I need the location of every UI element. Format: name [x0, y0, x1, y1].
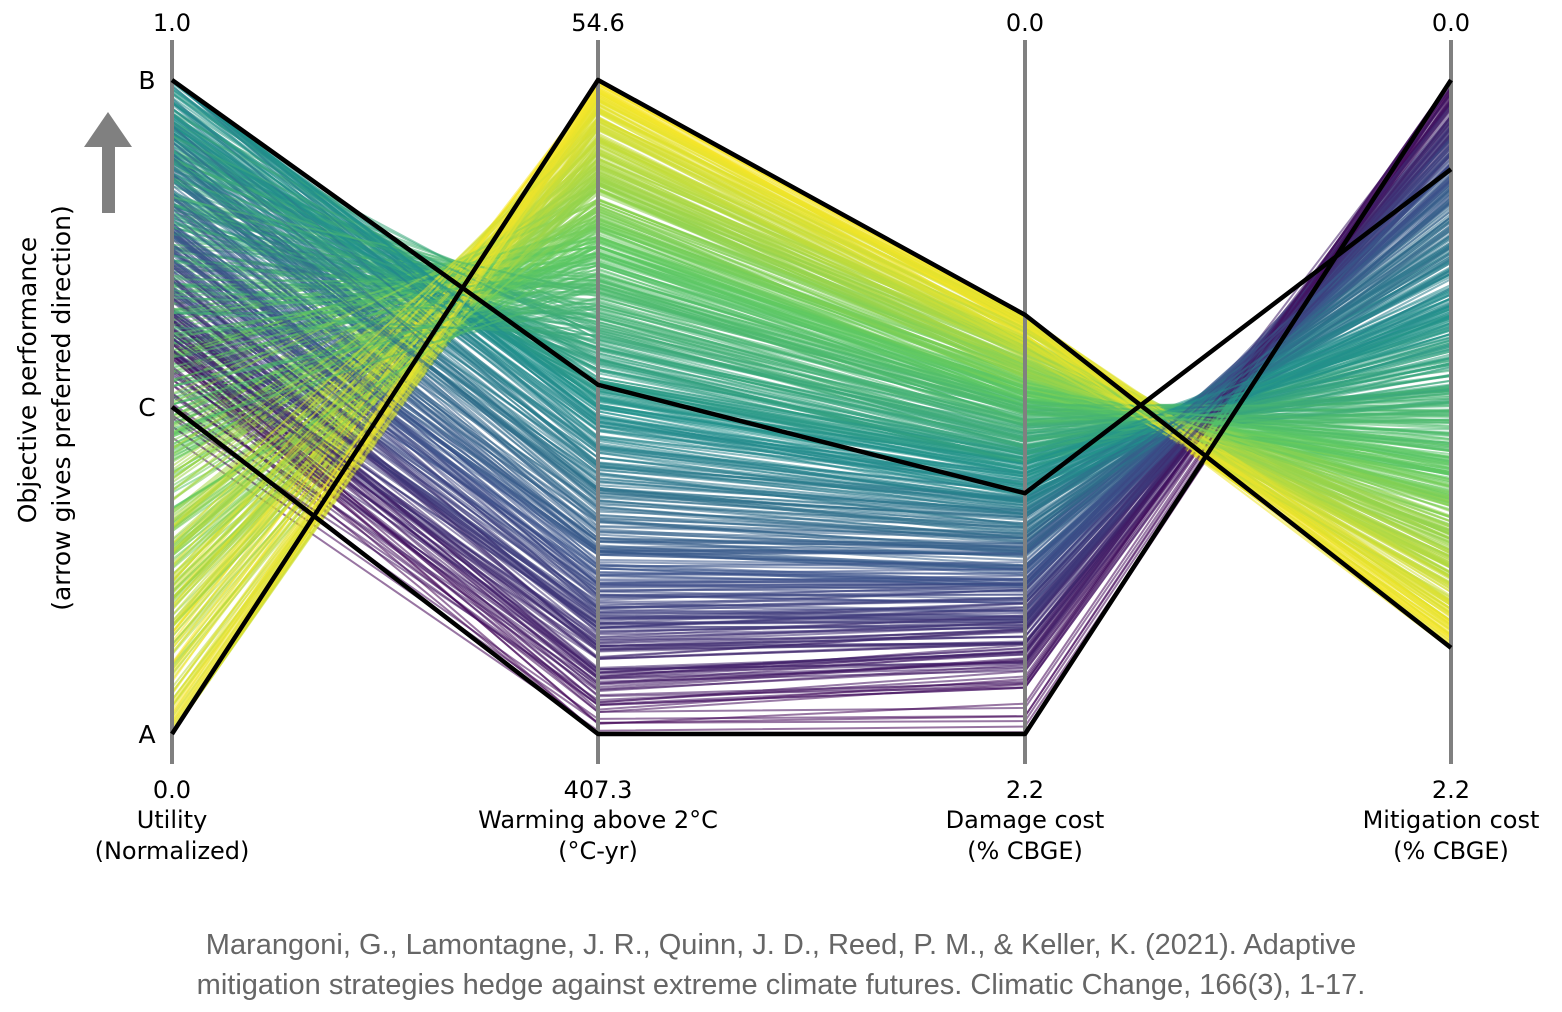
axis-bottom-tick-label: 2.2 — [1006, 776, 1044, 804]
highlighted-solutions — [170, 77, 1453, 737]
arrow-icon — [84, 112, 132, 213]
ensemble-line — [171, 138, 1452, 599]
ensemble-line — [171, 79, 1452, 480]
ensemble-line — [171, 188, 1452, 523]
ensemble-line — [171, 79, 1452, 497]
axis-title: (Normalized) — [95, 837, 250, 865]
citation-line-2: mitigation strategies hedge against extr… — [196, 969, 1366, 1001]
ensemble-line — [171, 272, 1452, 451]
axis-top-tick-label: 0.0 — [1006, 9, 1044, 37]
ensemble-line — [171, 183, 1452, 550]
ensemble-line — [171, 172, 1452, 453]
solution-label-C: C — [138, 393, 155, 422]
ensemble-line — [171, 162, 1452, 613]
axes — [170, 40, 1453, 764]
axis-title: Warming above 2°C — [478, 806, 718, 834]
axis-title: (% CBGE) — [967, 837, 1083, 865]
axis-bottom-tick-label: 2.2 — [1432, 776, 1470, 804]
ensemble-line — [171, 174, 1452, 555]
solution-label-B: B — [138, 66, 155, 95]
ensemble-line — [171, 182, 1452, 602]
y-axis-label-line2: (arrow gives preferred direction) — [47, 205, 76, 611]
ensemble-line — [171, 170, 1452, 552]
ensemble-line — [171, 245, 1452, 460]
ensemble-line — [171, 141, 1452, 626]
axis-title: Damage cost — [946, 806, 1105, 834]
axis-title: Utility — [137, 806, 208, 834]
ensemble-line — [171, 126, 1452, 587]
axis-title: (% CBGE) — [1393, 837, 1509, 865]
ensemble-line — [171, 115, 1452, 735]
ensemble-line — [171, 103, 1452, 735]
axis-top-tick-label: 0.0 — [1432, 9, 1470, 37]
ensemble-line — [171, 124, 1452, 533]
ensemble-line — [171, 296, 1452, 424]
citation-line-1: Marangoni, G., Lamontagne, J. R., Quinn,… — [205, 929, 1357, 961]
ensemble-line — [171, 254, 1452, 476]
highlighted-line-C — [170, 78, 1453, 737]
ensemble-line — [171, 191, 1452, 453]
ensemble-line — [171, 189, 1452, 533]
axis-title: (°C-yr) — [558, 837, 638, 865]
citation: Marangoni, G., Lamontagne, J. R., Quinn,… — [0, 925, 1562, 1005]
ensemble-line — [171, 287, 1452, 436]
axis-bottom-tick-label: 0.0 — [153, 776, 191, 804]
ensemble-lines — [171, 79, 1452, 736]
ensemble-line — [171, 138, 1452, 611]
axis-top-tick-label: 54.6 — [571, 9, 624, 37]
axis-top-tick-label: 1.0 — [153, 9, 191, 37]
ensemble-line — [171, 204, 1452, 570]
y-axis-label-line1: Objective performance — [13, 237, 42, 524]
highlighted-line-B — [170, 78, 1453, 496]
axis-bottom-tick-label: 407.3 — [564, 776, 633, 804]
ensemble-line — [171, 275, 1452, 435]
ensemble-line — [171, 164, 1452, 525]
axis-labels: 1.00.0Utility(Normalized)54.6407.3Warmin… — [95, 9, 1540, 865]
ensemble-line — [171, 167, 1452, 577]
ensemble-line — [171, 222, 1452, 494]
axis-title: Mitigation cost — [1363, 806, 1540, 834]
ensemble-line — [171, 291, 1452, 435]
highlighted-line-A — [170, 77, 1453, 736]
solution-label-A: A — [138, 720, 155, 749]
